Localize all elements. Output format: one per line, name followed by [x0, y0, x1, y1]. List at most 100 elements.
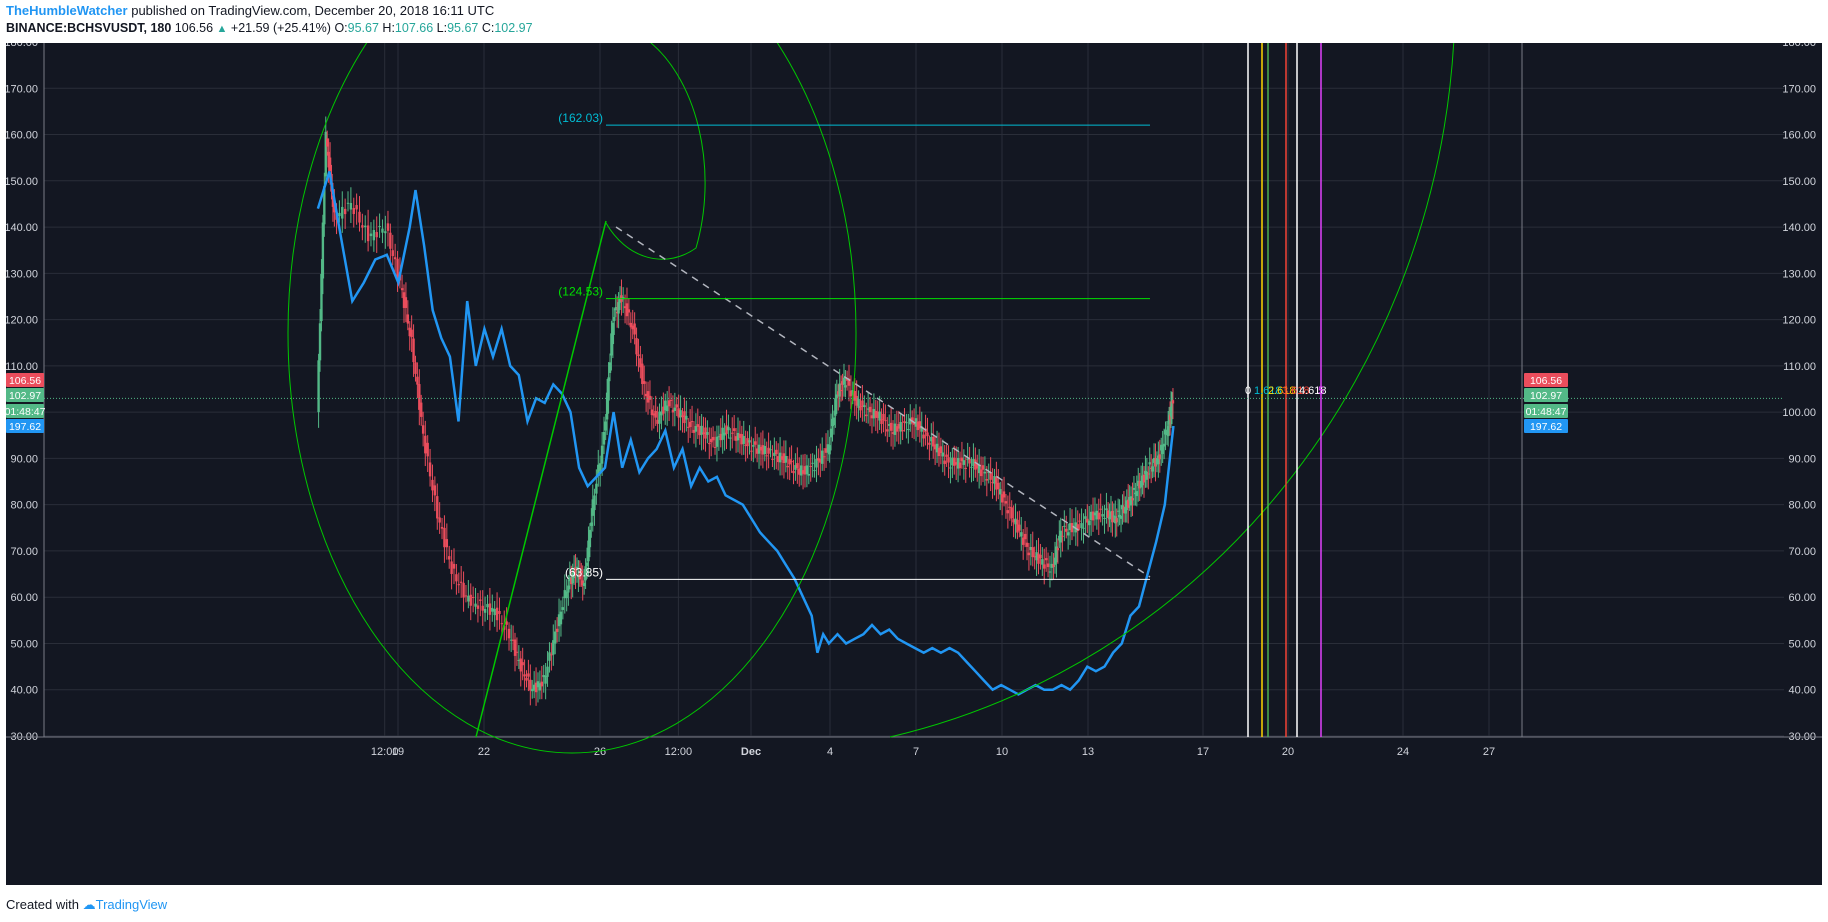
trend-line-up [475, 220, 607, 738]
candle-body [498, 610, 501, 614]
candle-body [1111, 510, 1114, 523]
candle-body [1010, 507, 1013, 519]
price-badge [6, 373, 44, 387]
x-tick-label: 4 [827, 746, 833, 758]
candle-body [907, 428, 910, 430]
price-chart[interactable]: 180.00 180.00 170.00 170.00 160.00 160.00 150.… [6, 43, 1822, 885]
candle-body [1016, 519, 1019, 533]
y-tick-label-right: 130.00 [1782, 268, 1816, 280]
candle-body [402, 292, 406, 308]
candle-body [1004, 501, 1008, 504]
candle-body [511, 639, 515, 641]
candle-body [1171, 400, 1175, 404]
candle-body [1168, 414, 1172, 420]
candle-body [985, 479, 989, 481]
candle-body [872, 409, 876, 419]
candle-body [759, 446, 763, 451]
y-tick-label-left: 60.00 [10, 592, 38, 604]
candle-body [613, 317, 616, 321]
fib-circle-large [287, 43, 857, 754]
author-link[interactable]: TheHumbleWatcher [6, 3, 128, 18]
candle-body [391, 250, 394, 257]
candle-body [981, 465, 985, 470]
candle-body [796, 463, 799, 469]
candle-body [381, 228, 384, 233]
candle-body [962, 460, 966, 465]
candle-body [861, 400, 864, 408]
candle-body [685, 415, 688, 420]
candle-body [1166, 426, 1170, 437]
candle-body [834, 398, 837, 416]
y-tick-label-left: 180.00 [6, 43, 38, 49]
candle-body [1134, 492, 1137, 495]
candle-body [459, 581, 463, 583]
candle-body [1138, 481, 1141, 489]
candle-body [585, 562, 589, 566]
y-tick-label-right: 70.00 [1788, 546, 1816, 558]
candle-body [899, 422, 902, 432]
candle-body [416, 376, 419, 385]
candle-body [648, 395, 652, 400]
candle-body [567, 585, 570, 593]
candle-body [1082, 527, 1085, 529]
candle-body [384, 231, 387, 234]
candle-body [665, 405, 669, 412]
candle-body [627, 309, 631, 313]
tradingview-brand[interactable]: TradingView [95, 897, 168, 912]
candle-body [750, 450, 753, 452]
candle-body [361, 225, 364, 228]
candle-body [1161, 444, 1164, 455]
candle-body [625, 303, 629, 317]
candle-body [433, 485, 437, 496]
candle-body [495, 607, 499, 621]
candle-body [1103, 517, 1106, 519]
candle-body [977, 464, 981, 474]
y-tick-label-right: 170.00 [1782, 83, 1816, 95]
candle-body [542, 675, 545, 678]
candle-body [1097, 512, 1100, 520]
candle-body [757, 444, 761, 454]
candle-body [819, 459, 822, 463]
candle-body [742, 435, 745, 444]
candle-body [1109, 511, 1113, 518]
candle-body [1151, 466, 1154, 472]
price-badge [6, 388, 44, 402]
y-tick-label-right: 180.00 [1782, 43, 1816, 49]
candle-body [582, 583, 586, 587]
candle-body [824, 448, 828, 453]
candle-body [1052, 563, 1055, 568]
candle-body [775, 449, 778, 455]
candle-body [956, 457, 960, 469]
tradingview-logo-icon[interactable]: ☁ [82, 897, 96, 912]
candle-body [571, 572, 574, 584]
candle-body [839, 390, 843, 392]
candle-body [897, 423, 900, 429]
level-label: (162.03) [558, 111, 603, 125]
candle-body [386, 223, 390, 231]
candle-body [713, 446, 717, 448]
y-tick-label-right: 160.00 [1782, 130, 1816, 142]
candle-body [736, 432, 740, 441]
candle-body [469, 594, 472, 606]
price-badge-label: 106.56 [1530, 375, 1562, 387]
candle-body [692, 429, 696, 433]
candle-body [467, 595, 470, 602]
candle-body [694, 426, 698, 432]
x-tick-label: 22 [478, 746, 490, 758]
x-tick-label: 12:00 [371, 746, 399, 758]
candle-body [1154, 457, 1157, 467]
open-label: O: [334, 21, 348, 35]
candle-body [725, 425, 728, 434]
price-badge [1524, 388, 1568, 402]
candle-body [1084, 516, 1087, 519]
y-tick-label-right: 100.00 [1782, 407, 1816, 419]
candle-body [740, 434, 744, 445]
candle-body [704, 427, 707, 439]
candle-body [953, 457, 956, 466]
candle-body [587, 540, 590, 562]
candle-body [1115, 518, 1118, 523]
candle-body [1129, 496, 1133, 506]
price-badge-label: 102.97 [9, 390, 41, 402]
candle-body [617, 302, 620, 314]
y-tick-label-right: 120.00 [1782, 315, 1816, 327]
